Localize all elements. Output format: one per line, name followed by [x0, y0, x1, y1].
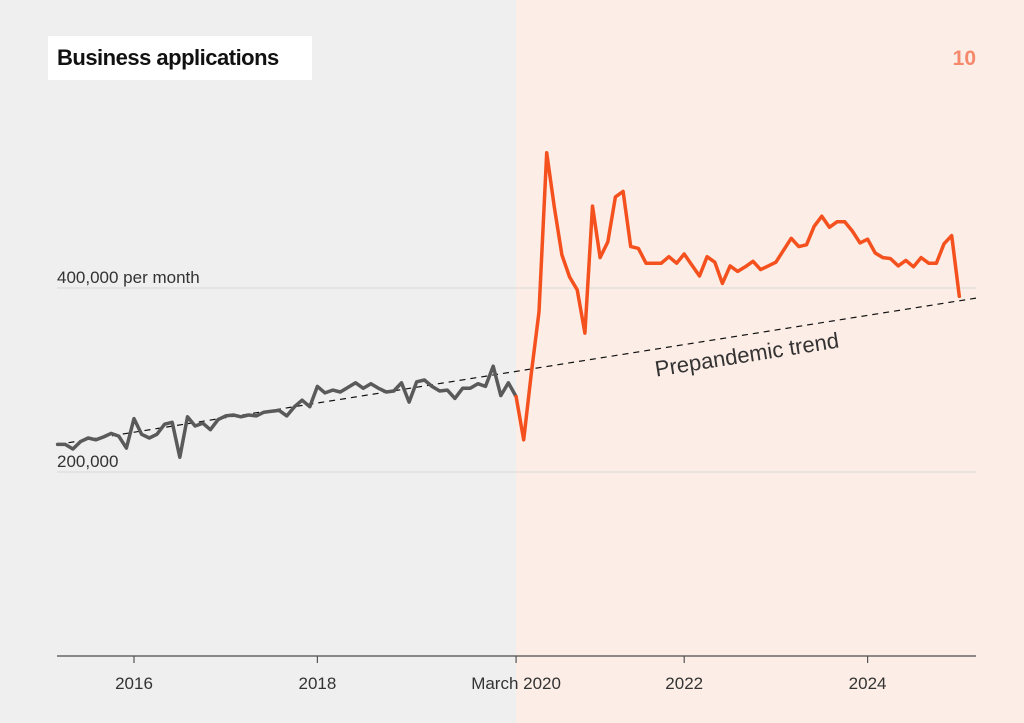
x-tick-label: March 2020: [471, 674, 561, 693]
prepandemic-trend-line: [57, 297, 977, 445]
pandemic-background: [516, 0, 1024, 723]
x-tick-label: 2022: [665, 674, 703, 693]
x-tick-label: 2016: [115, 674, 153, 693]
page-number: 10: [953, 47, 976, 70]
title-box: [48, 36, 312, 80]
chart-title: Business applications: [57, 45, 279, 70]
prepandemic-series-line: [55, 364, 518, 460]
y-tick-label: 200,000: [57, 452, 118, 471]
y-tick-label: 400,000 per month: [57, 268, 200, 287]
pandemic-series-line: [514, 151, 962, 442]
x-tick-label: 2024: [849, 674, 887, 693]
x-tick-label: 2018: [298, 674, 336, 693]
prepandemic-background: [0, 0, 516, 723]
